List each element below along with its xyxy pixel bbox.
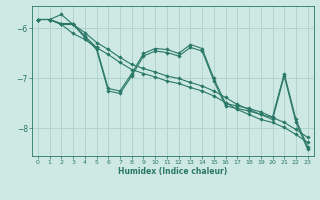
X-axis label: Humidex (Indice chaleur): Humidex (Indice chaleur) xyxy=(118,167,228,176)
